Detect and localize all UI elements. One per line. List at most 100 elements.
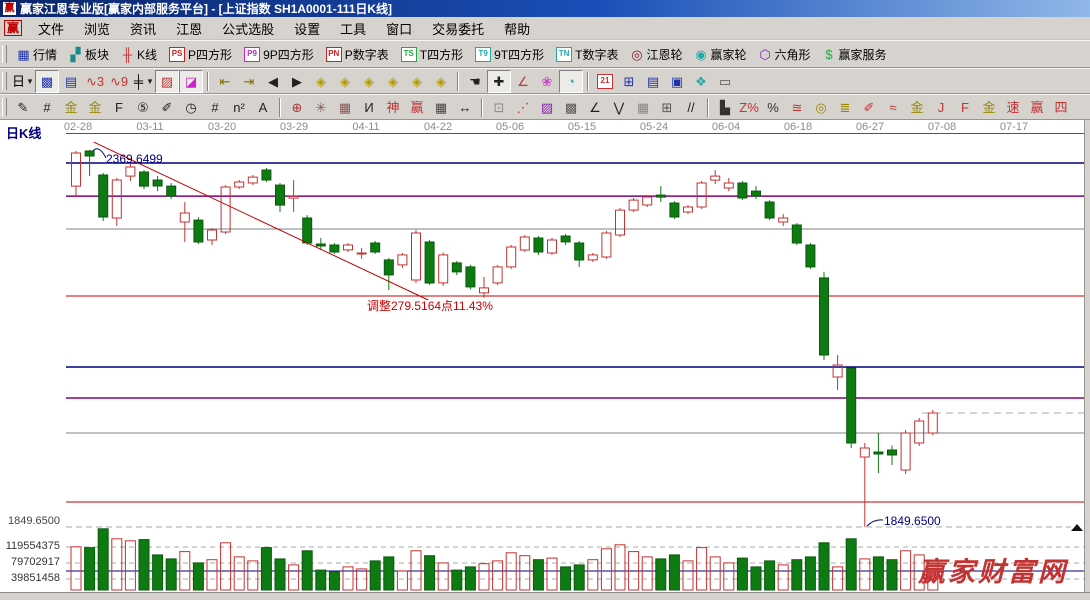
tool-box-fan[interactable]: ▨ bbox=[535, 96, 559, 119]
tool-shen-grid[interactable]: 神 bbox=[381, 96, 405, 119]
tool-a-tool[interactable]: A bbox=[251, 96, 275, 119]
toolbar-button-gann-wheel[interactable]: ◎ 江恩轮 bbox=[625, 44, 687, 65]
menu-item-trade-entrust[interactable]: 交易委托 bbox=[432, 21, 485, 37]
tool-hand-tool[interactable]: ☚ bbox=[463, 70, 487, 93]
tool-calendar[interactable]: 21 bbox=[593, 70, 617, 93]
toolbar-grip[interactable] bbox=[2, 45, 7, 63]
tool-notes[interactable]: ▤ bbox=[641, 70, 665, 93]
menu-item-help[interactable]: 帮助 bbox=[504, 21, 531, 37]
menu-item-browse[interactable]: 浏览 bbox=[84, 21, 111, 37]
tool-i-wave[interactable]: И bbox=[357, 96, 381, 119]
tool-box-pattern[interactable]: ▩ bbox=[559, 96, 583, 119]
tool-compress-view[interactable]: ▩ bbox=[35, 69, 59, 93]
toolbar-button-p-number-table[interactable]: PN P数字表 bbox=[321, 44, 394, 65]
tool-spiral-5[interactable]: ⑤ bbox=[131, 96, 155, 119]
menu-item-window[interactable]: 窗口 bbox=[386, 21, 413, 37]
tool-j-angle[interactable]: J bbox=[929, 96, 953, 119]
tool-percent[interactable]: % bbox=[761, 96, 785, 119]
tool-gold-circle[interactable]: ◎ bbox=[809, 96, 833, 119]
tool-grid-123[interactable]: ▦ bbox=[429, 96, 453, 119]
tool-expand-h[interactable]: ◈ bbox=[357, 70, 381, 93]
toolbar-button-9p-square[interactable]: P9 9P四方形 bbox=[239, 44, 319, 65]
toolbar-button-t-square[interactable]: TS T四方形 bbox=[396, 44, 468, 65]
tool-gold-angle[interactable]: 金 bbox=[977, 96, 1001, 119]
tool-wave-3[interactable]: ∿3 bbox=[83, 70, 107, 93]
tool-n-square[interactable]: n² bbox=[227, 96, 251, 119]
tool-grid-a[interactable]: ▦ bbox=[631, 96, 655, 119]
tool-z-percent[interactable]: Z% bbox=[737, 96, 761, 119]
menu-item-formula-stock-pick[interactable]: 公式选股 bbox=[222, 21, 275, 37]
tool-info-panel[interactable]: ▤ bbox=[59, 70, 83, 93]
tool-crosshair-tool[interactable]: ✚ bbox=[487, 69, 511, 93]
chart-canvas[interactable]: 日K线 2369.6499 调整279.5164点11.43% 1849.650… bbox=[0, 120, 1090, 592]
tool-zoom-left[interactable]: ◈ bbox=[309, 70, 333, 93]
tool-percent-lines[interactable]: ≊ bbox=[785, 96, 809, 119]
tool-expand-all[interactable]: ◈ bbox=[405, 70, 429, 93]
tool-compress-all[interactable]: ◈ bbox=[429, 70, 453, 93]
tool-printer[interactable]: ▭ bbox=[713, 70, 737, 93]
tool-gann-grid-toggle[interactable]: ▨ bbox=[155, 69, 179, 93]
tool-f-grid[interactable]: F bbox=[107, 96, 131, 119]
toolbar-button-kline[interactable]: ╫ K线 bbox=[116, 44, 162, 65]
title-bar[interactable]: 赢 赢家江恩专业版[赢家内部服务平台] - [上证指数 SH1A0001-111… bbox=[0, 0, 1090, 17]
tool-grid-star[interactable]: ▦ bbox=[333, 96, 357, 119]
toolbar-button-hexagon[interactable]: ⬡ 六角形 bbox=[754, 44, 816, 65]
tool-ruler-grid[interactable]: # bbox=[35, 96, 59, 119]
toolbar-button-9t-square[interactable]: T9 9T四方形 bbox=[470, 44, 549, 65]
tool-grid-b[interactable]: ⊞ bbox=[655, 96, 679, 119]
tool-save[interactable]: ▣ bbox=[665, 70, 689, 93]
tool-seek-first[interactable]: ⇤ bbox=[213, 70, 237, 93]
tool-fan-lines[interactable]: ⋰ bbox=[511, 96, 535, 119]
tool-chart-settings[interactable]: ❖ bbox=[689, 70, 713, 93]
tool-four-angle[interactable]: 四 bbox=[1049, 96, 1073, 119]
toolbar-button-winner-wheel[interactable]: ◉ 赢家轮 bbox=[689, 44, 751, 65]
menu-item-file[interactable]: 文件 bbox=[38, 21, 65, 37]
tool-ying-angle[interactable]: 赢 bbox=[1025, 96, 1049, 119]
tool-gold-lines[interactable]: ≣ bbox=[833, 96, 857, 119]
toolbar-grip[interactable] bbox=[2, 72, 7, 90]
tool-ying-grid[interactable]: 赢 bbox=[405, 96, 429, 119]
tool-time-clock[interactable]: ◷ bbox=[179, 96, 203, 119]
kline-chart[interactable] bbox=[0, 120, 1090, 592]
tool-seek-last[interactable]: ⇥ bbox=[237, 70, 261, 93]
toolbar-button-p-square[interactable]: PS P四方形 bbox=[164, 44, 237, 65]
tool-star-burst[interactable]: ✳ bbox=[309, 96, 333, 119]
tool-pencil-mark[interactable]: ✐ bbox=[155, 96, 179, 119]
tool-step-back[interactable]: ◀ bbox=[261, 70, 285, 93]
tool-flower-tool[interactable]: ❀ bbox=[535, 70, 559, 93]
tool-pencil-tool[interactable]: ✎ bbox=[11, 96, 35, 119]
menu-item-gann[interactable]: 江恩 bbox=[176, 21, 203, 37]
tool-brain-tool[interactable]: ◔ bbox=[559, 69, 583, 93]
tool-calculator[interactable]: ⊞ bbox=[617, 70, 641, 93]
tool-speed-angle[interactable]: 速 bbox=[1001, 96, 1025, 119]
tool-gold-grid-1[interactable]: 金 bbox=[59, 96, 83, 119]
tool-angle-line[interactable]: ∠ bbox=[583, 96, 607, 119]
tool-parallel-lines[interactable]: // bbox=[679, 96, 703, 119]
tool-gold-level[interactable]: 金 bbox=[905, 96, 929, 119]
tool-zoom-right[interactable]: ◈ bbox=[333, 70, 357, 93]
toolbar-button-quotes[interactable]: ▦ 行情 bbox=[12, 44, 62, 65]
tool-wave-9[interactable]: ∿9 bbox=[107, 70, 131, 93]
toolbar-grip[interactable] bbox=[2, 98, 7, 116]
tool-step-box[interactable]: ▙ bbox=[713, 96, 737, 119]
tool-red-pencil[interactable]: ✐ bbox=[857, 96, 881, 119]
toolbar-button-sectors[interactable]: ▞ 板块 bbox=[64, 44, 114, 65]
tool-step-forward[interactable]: ▶ bbox=[285, 70, 309, 93]
tool-box-frame[interactable]: ⊡ bbox=[487, 96, 511, 119]
tool-angle-tool[interactable]: ∠ bbox=[511, 70, 535, 93]
tool-candle-style[interactable]: ╪ ▼ bbox=[131, 70, 155, 93]
tool-double-wave[interactable]: ≈ bbox=[881, 96, 905, 119]
tool-gold-grid-2[interactable]: 金 bbox=[83, 96, 107, 119]
trend-line[interactable] bbox=[93, 141, 429, 301]
toolbar-button-t-number-table[interactable]: TN T数字表 bbox=[551, 44, 623, 65]
tool-compress-h[interactable]: ◈ bbox=[381, 70, 405, 93]
toolbar-button-winner-service[interactable]: $ 赢家服务 bbox=[818, 44, 892, 65]
menu-item-news[interactable]: 资讯 bbox=[130, 21, 157, 37]
tool-f-angle[interactable]: F bbox=[953, 96, 977, 119]
tool-period-day[interactable]: 日 ▼ bbox=[11, 70, 35, 93]
menu-item-settings[interactable]: 设置 bbox=[294, 21, 321, 37]
tool-comb-grid[interactable]: # bbox=[203, 96, 227, 119]
tool-compass-target[interactable]: ⊕ bbox=[285, 96, 309, 119]
tool-color-chart-toggle[interactable]: ◪ bbox=[179, 69, 203, 93]
tool-zigzag[interactable]: ⋁ bbox=[607, 96, 631, 119]
